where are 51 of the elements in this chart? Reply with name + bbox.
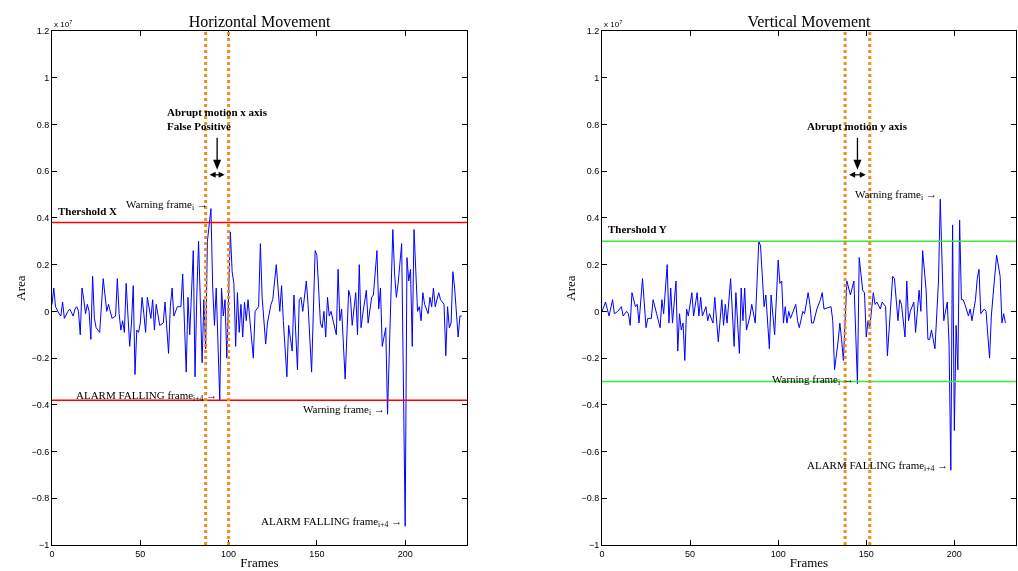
y-tick-label: −0.8: [581, 493, 600, 504]
y-tick-label: 0.6: [36, 166, 50, 177]
line-series: [602, 198, 1006, 471]
y-tick-label: 0: [44, 306, 50, 317]
y-tick-label: −0.2: [31, 353, 50, 364]
text: x 10$^{7}$: [54, 19, 73, 30]
x-axis-title: Frames: [789, 555, 829, 571]
annotation: ALARM FALLING frame$_{i+4}$ →: [261, 515, 403, 530]
x-tick-label: 150: [858, 548, 874, 559]
y-tick-label: −1: [38, 540, 50, 551]
x-tick-label: 50: [685, 548, 696, 559]
y-axis-title: Area: [563, 275, 579, 301]
y-tick-label: −0.8: [31, 493, 50, 504]
x-tick-label: 200: [397, 548, 413, 559]
y-tick-label: 1.2: [586, 26, 600, 37]
y-axis-title: Area: [13, 275, 29, 301]
x-tick-label: 50: [135, 548, 146, 559]
y-tick-label: −0.4: [581, 399, 600, 410]
y-tick-label: 0.8: [586, 119, 600, 130]
x-axis-title: Frames: [240, 555, 279, 571]
y-tick-label: 0.2: [36, 259, 50, 270]
x-tick-label: 100: [770, 548, 786, 559]
chart-title: Horizontal Movement: [188, 13, 331, 31]
y-tick-label: −0.6: [581, 446, 600, 457]
y-tick-label: 1: [44, 72, 50, 83]
ref-line-label: Thershold X: [58, 205, 118, 217]
ref-line-label: Thershold Y: [608, 223, 667, 235]
y-tick-label: −0.2: [581, 353, 600, 364]
y-tick-label: 0.4: [36, 213, 50, 224]
y-tick-label: 0.4: [586, 213, 600, 224]
y-tick-label: 1.2: [36, 26, 50, 37]
annotation: Warning frame$_{i}$ →: [303, 403, 385, 418]
x-tick-label: 200: [946, 548, 962, 559]
annotation: Abrupt motion y axis: [807, 120, 908, 132]
annotation: ALARM FALLING frame$_{i+4}$ →: [807, 459, 949, 474]
x-tick-label: 150: [309, 548, 325, 559]
chart-title: Vertical Movement: [747, 13, 872, 31]
text: x 10$^{7}$: [604, 19, 623, 30]
y-tick-label: −0.4: [31, 399, 50, 410]
y-tick-label: −0.6: [31, 446, 50, 457]
line-series: [52, 208, 463, 527]
annotation: Warning frame$_{i}$ →: [126, 198, 208, 213]
x-tick-label: 100: [221, 548, 237, 559]
y-tick-label: 0.6: [586, 166, 600, 177]
y-tick-label: 0.8: [36, 119, 50, 130]
annotation: Warning frame$_{i}$ →: [855, 188, 937, 203]
y-tick-label: 0.2: [586, 259, 600, 270]
y-tick-label: −1: [588, 540, 600, 551]
y-tick-label: 0: [594, 306, 600, 317]
annotation: Abrupt motion x axis False Positive: [167, 106, 268, 133]
y-tick-label: 1: [594, 72, 600, 83]
